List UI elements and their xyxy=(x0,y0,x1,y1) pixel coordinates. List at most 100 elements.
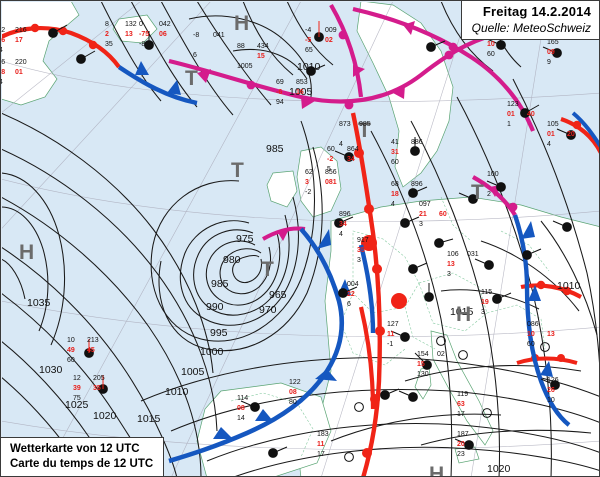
station-t: 12 xyxy=(73,375,81,382)
station-pp: 45 xyxy=(87,347,95,354)
occluded-front-baltic xyxy=(352,6,535,132)
station-p: 216 xyxy=(15,27,27,34)
station-td: 39 xyxy=(73,385,81,392)
station-td: -2 xyxy=(327,156,334,163)
station-extra: 3 xyxy=(419,221,423,228)
cold-front-northwest xyxy=(117,65,198,106)
station-p: 220 xyxy=(15,59,27,66)
station-p: 886 xyxy=(411,139,423,146)
station-t: 106 xyxy=(447,251,459,258)
isobar-label: 1020 xyxy=(93,410,117,422)
isobar-label: 1025 xyxy=(65,399,89,411)
station-extra: 75 xyxy=(73,395,81,402)
caption-line-fr: Carte du temps de 12 UTC xyxy=(10,457,154,470)
station-extra: -2 xyxy=(305,189,312,196)
station-td: 09 xyxy=(547,49,555,56)
occluded-front-north xyxy=(168,26,522,104)
isobar-label: 990 xyxy=(206,301,224,313)
station-extra: 4 xyxy=(339,141,343,148)
station-extra: 60 xyxy=(487,51,495,58)
station-pp: 15 xyxy=(257,53,265,60)
isobar-label: 1005 xyxy=(289,86,313,98)
isobar-label: 1010 xyxy=(557,280,581,292)
warm-front-lowtail xyxy=(358,306,376,410)
station-td: 08 xyxy=(289,389,297,396)
station-t: 105 xyxy=(547,121,559,128)
station-td: 63 xyxy=(457,401,465,408)
warm-front-main xyxy=(350,112,382,476)
station-p: 205 xyxy=(93,375,105,382)
cold-fronts xyxy=(117,61,599,464)
isobar-label: 1020 xyxy=(487,463,511,475)
station-p: 896 xyxy=(411,181,423,188)
isobar-label: 980 xyxy=(223,254,241,266)
station-td: 20 xyxy=(457,441,465,448)
station-extra: 94 xyxy=(276,99,284,106)
station-td: 21 xyxy=(419,211,427,218)
station-p: 864 xyxy=(347,146,359,153)
station-extra: 9 xyxy=(547,59,551,66)
station-td: 01 xyxy=(507,111,515,118)
isobar-label: 965 xyxy=(269,289,287,301)
station-pp: 60 xyxy=(439,211,447,218)
station-t: 41 xyxy=(391,139,399,146)
station-extra: 17 xyxy=(457,411,465,418)
station-t: -16 xyxy=(1,59,6,66)
station-td: 11 xyxy=(317,441,325,448)
station-p: 02 xyxy=(437,351,445,358)
station-extra: 23 xyxy=(457,451,465,458)
station-extra: 4 xyxy=(339,231,343,238)
isobar-label: 1030 xyxy=(39,364,63,376)
occluded-front-centre xyxy=(329,3,364,98)
station-t: 114 xyxy=(237,395,249,402)
station-pp: 06 xyxy=(159,31,167,38)
station-extra: 14 xyxy=(237,415,245,422)
station-td: -5 xyxy=(305,37,312,44)
station-t: 873 xyxy=(339,121,351,128)
station-extra: 1 xyxy=(507,121,511,128)
station-td: 13 xyxy=(447,261,455,268)
station-pp: 35 xyxy=(93,385,101,392)
station-extra: 6 xyxy=(193,52,197,59)
station-t: 8 xyxy=(105,21,109,28)
warm-front-northwest xyxy=(2,25,121,69)
isobar-label: 995 xyxy=(210,327,228,339)
station-t: 165 xyxy=(547,39,559,46)
station-t: 123 xyxy=(507,101,519,108)
station-td: 10 xyxy=(527,331,535,338)
station-pp: 40 xyxy=(527,111,535,118)
station-td: 10 xyxy=(487,41,495,48)
cold-front-northeast xyxy=(571,111,599,148)
station-t: 119 xyxy=(457,391,469,398)
occluded-fronts xyxy=(168,3,535,241)
station-t: 187 xyxy=(457,431,469,438)
station-t: 62 xyxy=(305,169,313,176)
station-t: 115 xyxy=(481,289,493,296)
station-t: 917 xyxy=(357,237,369,244)
isobar-label: 1005 xyxy=(181,366,205,378)
isobar-label: 1000 xyxy=(200,346,224,358)
station-extra: 2 xyxy=(487,191,491,198)
station-t: 086 xyxy=(527,321,539,328)
station-extra: 3 xyxy=(357,257,361,264)
station-t: -22 xyxy=(1,27,6,34)
station-p: 041 xyxy=(213,32,225,39)
high-pressure-marker: H xyxy=(429,463,445,477)
station-extra: -8 xyxy=(139,41,146,48)
high-pressure-marker: H xyxy=(234,12,250,35)
station-extra: 10 xyxy=(547,397,555,404)
station-t: 896 xyxy=(339,211,351,218)
low-pressure-marker: T xyxy=(185,67,198,90)
station-td: 3 xyxy=(305,179,309,186)
station-td: 01 xyxy=(547,131,555,138)
station-td: 22 xyxy=(347,291,355,298)
cold-front-central xyxy=(358,244,376,334)
station-td: 31 xyxy=(391,149,399,156)
low-pressure-marker: T xyxy=(231,159,244,182)
warm-front-italy xyxy=(516,356,578,365)
station-extra: 5 xyxy=(327,166,331,173)
station-td: 26 xyxy=(547,387,555,394)
station-td: 15 xyxy=(417,361,425,368)
station-extra: 74 xyxy=(1,79,3,86)
